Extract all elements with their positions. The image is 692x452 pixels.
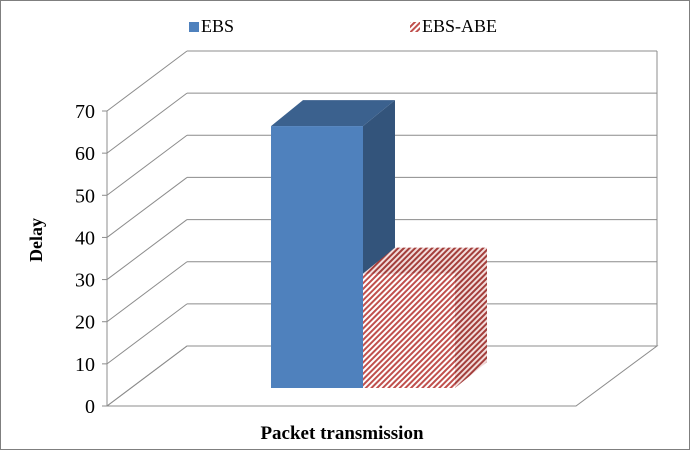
x-axis-title: Packet transmission bbox=[260, 423, 424, 444]
bar-ebs bbox=[271, 100, 395, 389]
gridline-side bbox=[106, 261, 188, 323]
gridline-side bbox=[106, 92, 188, 154]
bars bbox=[271, 100, 487, 389]
y-tick-label: 50 bbox=[75, 185, 95, 207]
y-tick-label: 0 bbox=[85, 396, 95, 418]
bar-front-face bbox=[271, 126, 363, 389]
y-axis-title: Delay bbox=[26, 218, 46, 262]
y-tick-labels: 0 10 20 30 40 50 60 70 bbox=[75, 101, 95, 418]
y-tick-label: 20 bbox=[75, 312, 95, 334]
bar-top-face bbox=[363, 247, 487, 274]
gridline-side bbox=[106, 134, 188, 196]
y-tick-label: 10 bbox=[75, 354, 95, 376]
y-tick-label: 70 bbox=[75, 101, 95, 123]
legend-swatch-ebs-abe bbox=[410, 22, 420, 32]
legend-label-ebs: EBS bbox=[201, 16, 234, 36]
bar-ebs-abe bbox=[363, 247, 487, 388]
y-tick-label: 40 bbox=[75, 227, 95, 249]
bar-front-face bbox=[363, 273, 455, 388]
legend-label-ebs-abe: EBS-ABE bbox=[422, 16, 497, 36]
axes bbox=[102, 51, 659, 407]
gridline-side bbox=[106, 219, 188, 280]
legend: EBS EBS-ABE bbox=[189, 16, 497, 36]
legend-swatch-ebs bbox=[189, 22, 199, 32]
y-tick-label: 60 bbox=[75, 143, 95, 165]
y-tick-label: 30 bbox=[75, 270, 95, 292]
bar-top-face bbox=[271, 100, 395, 127]
floor bbox=[105, 345, 659, 407]
gridline-side bbox=[106, 50, 188, 112]
gridline-side bbox=[106, 303, 188, 365]
gridline-side bbox=[106, 177, 188, 238]
bar-side-face bbox=[455, 247, 487, 388]
